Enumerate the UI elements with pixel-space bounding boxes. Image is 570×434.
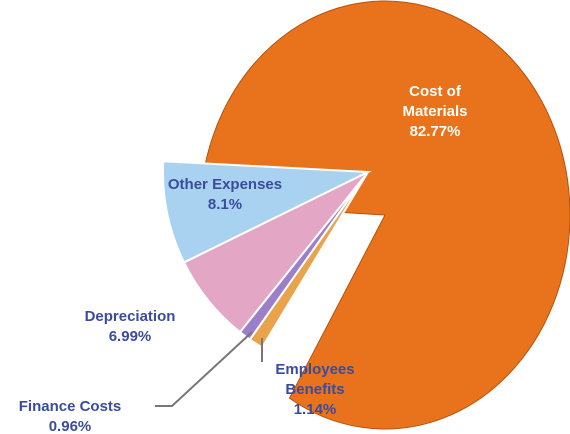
- label-name: Cost of Materials: [402, 83, 468, 120]
- slices: [162, 0, 570, 430]
- pie-slice: [199, 0, 570, 430]
- label-name: Depreciation: [84, 308, 176, 325]
- label-name: Other Expenses: [167, 176, 283, 193]
- label-value: 8.1%: [207, 196, 243, 213]
- slice-label: Depreciation 6.99%: [60, 307, 200, 347]
- label-value: 1.14%: [293, 401, 337, 418]
- label-value: 82.77%: [409, 123, 461, 140]
- leader-line: [155, 331, 253, 407]
- slice-label: Employees Benefits 1.14%: [255, 360, 375, 420]
- label-value: 0.96%: [48, 418, 92, 434]
- label-name: Employees Benefits: [275, 361, 355, 398]
- label-value: 6.99%: [108, 328, 152, 345]
- slice-label: Other Expenses 8.1%: [150, 175, 300, 215]
- label-name: Finance Costs: [18, 398, 122, 415]
- pie-slice: [162, 160, 372, 264]
- slice-label: Finance Costs 0.96%: [0, 397, 140, 434]
- slice-label: Cost of Materials 82.77%: [380, 82, 490, 142]
